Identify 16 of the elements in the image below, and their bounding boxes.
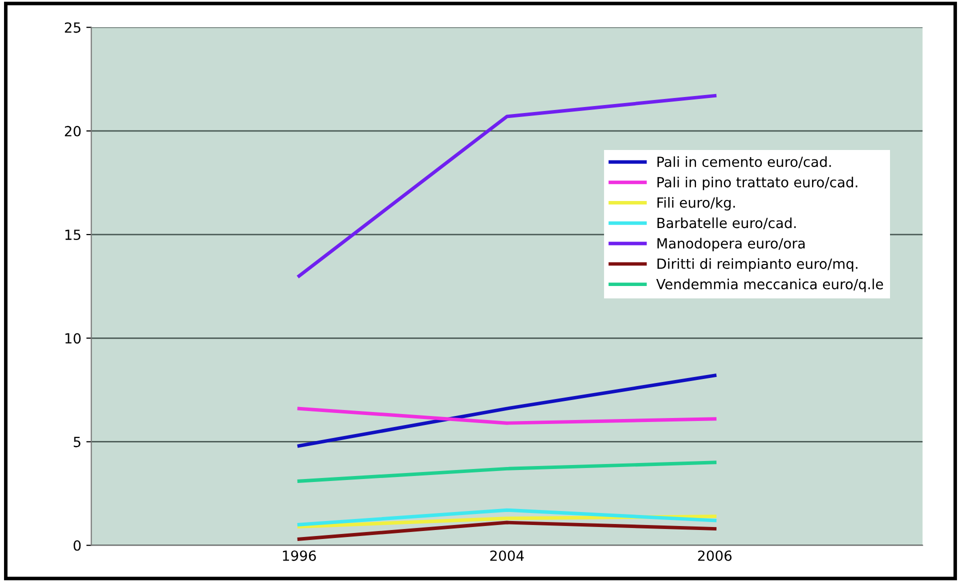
y-tick-label: 10 (65, 333, 81, 344)
y-tick-label: 0 (74, 540, 81, 551)
x-tick-label: 1996 (282, 550, 316, 561)
legend-label: Pali in cemento euro/cad. (658, 156, 831, 168)
y-tick-label: 5 (74, 436, 80, 448)
legend-label: Manodopera euro/ora (658, 238, 805, 252)
y-tick-label: 15 (65, 230, 80, 240)
legend-label: Barbatelle euro/cad. (658, 217, 796, 230)
legend-label: Fili euro/kg. (658, 197, 735, 211)
y-tick-label: 25 (64, 22, 80, 33)
legend-label: Vendemmia meccanica euro/q.le (656, 278, 884, 292)
legend-label: Pali in pino trattato euro/cad. (658, 176, 858, 190)
y-tick-label: 20 (64, 126, 81, 136)
legend-label: Diritti di reimpianto euro/mq. (658, 258, 858, 272)
x-tick-label: 2004 (490, 550, 524, 561)
x-tick-label: 2006 (698, 550, 732, 561)
